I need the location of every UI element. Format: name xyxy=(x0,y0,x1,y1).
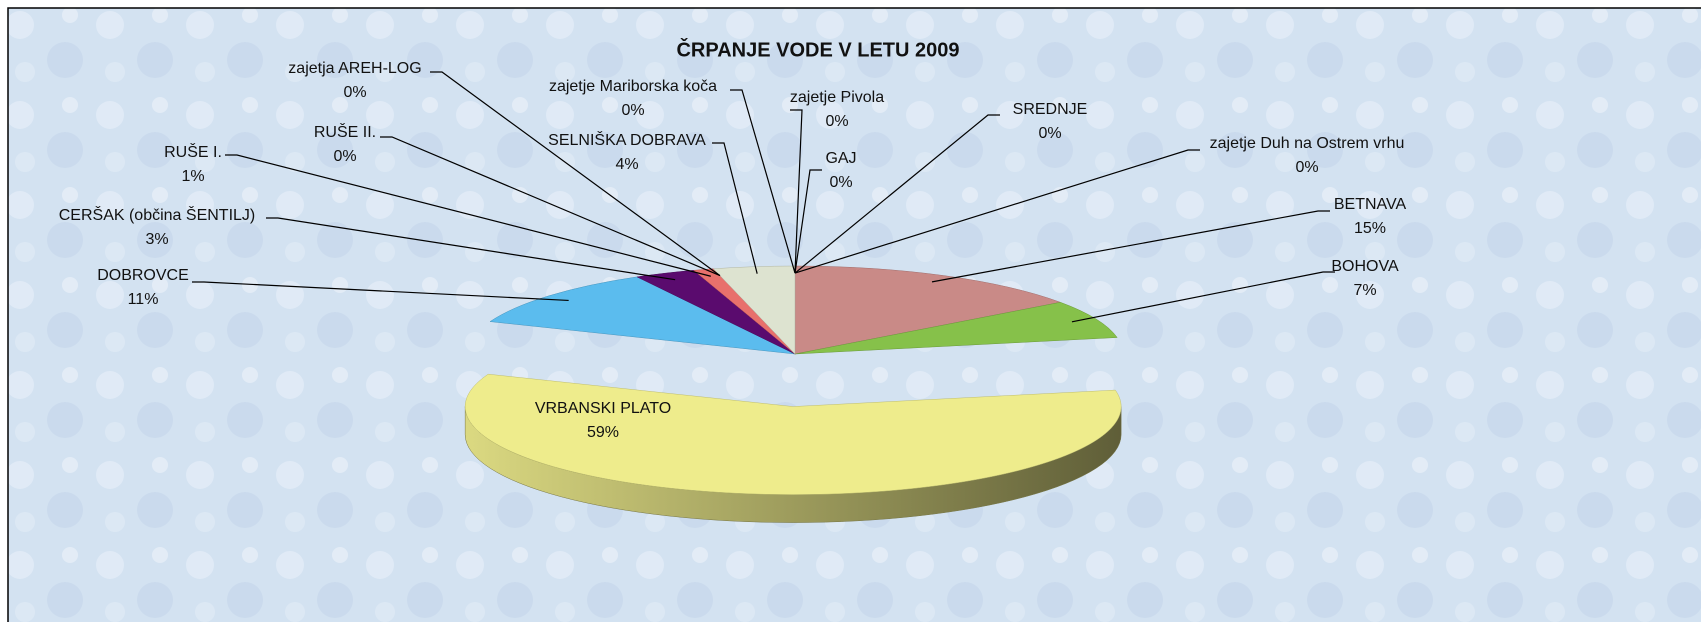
category-label: zajetja AREH-LOG xyxy=(288,60,421,77)
leader-line xyxy=(730,89,796,274)
leader-line xyxy=(192,281,569,302)
leader-line xyxy=(794,149,1200,274)
leader-line xyxy=(1071,271,1335,323)
category-label: SELNIŠKA DOBRAVA xyxy=(548,130,706,149)
leader-line xyxy=(794,114,1000,274)
category-label: DOBROVCE xyxy=(97,267,189,284)
value-label: 15% xyxy=(1354,220,1386,237)
category-label: VRBANSKI PLATO xyxy=(535,400,671,417)
category-label: zajetje Duh na Ostrem vrhu xyxy=(1210,135,1405,152)
slice xyxy=(489,276,796,355)
value-label: 0% xyxy=(825,113,848,130)
category-label: CERŠAK (občina ŠENTILJ) xyxy=(59,205,256,224)
leader-line xyxy=(430,71,721,277)
value-label: 11% xyxy=(128,291,159,308)
leader-line xyxy=(266,217,676,281)
value-label: 0% xyxy=(343,84,366,101)
value-label: 1% xyxy=(181,168,204,185)
leader-line xyxy=(380,136,721,277)
leader-line xyxy=(225,154,711,277)
value-label: 4% xyxy=(615,156,638,173)
value-label: 0% xyxy=(1295,159,1318,176)
category-label: BETNAVA xyxy=(1334,196,1407,213)
value-label: 0% xyxy=(1038,125,1061,142)
category-label: zajetje Mariborska koča xyxy=(549,78,717,95)
category-label: SREDNJE xyxy=(1013,101,1088,118)
value-label: 0% xyxy=(333,148,356,165)
category-label: zajetje Pivola xyxy=(790,89,884,106)
chart-title: ČRPANJE VODE V LETU 2009 xyxy=(676,37,959,61)
value-label: 7% xyxy=(1353,282,1376,299)
category-label: GAJ xyxy=(825,150,856,167)
value-label: 3% xyxy=(145,231,168,248)
value-label: 59% xyxy=(587,424,619,441)
value-label: 0% xyxy=(829,174,852,191)
leader-line xyxy=(790,109,803,274)
category-label: BOHOVA xyxy=(1331,258,1399,275)
category-label: RUŠE II. xyxy=(314,122,376,141)
value-label: 0% xyxy=(621,102,644,119)
category-label: RUŠE I. xyxy=(164,142,222,161)
leader-line xyxy=(794,169,822,274)
slice xyxy=(464,373,1122,495)
leader-line xyxy=(931,210,1330,283)
slice xyxy=(794,265,1062,355)
leader-line xyxy=(712,142,758,274)
slice xyxy=(794,302,1118,355)
